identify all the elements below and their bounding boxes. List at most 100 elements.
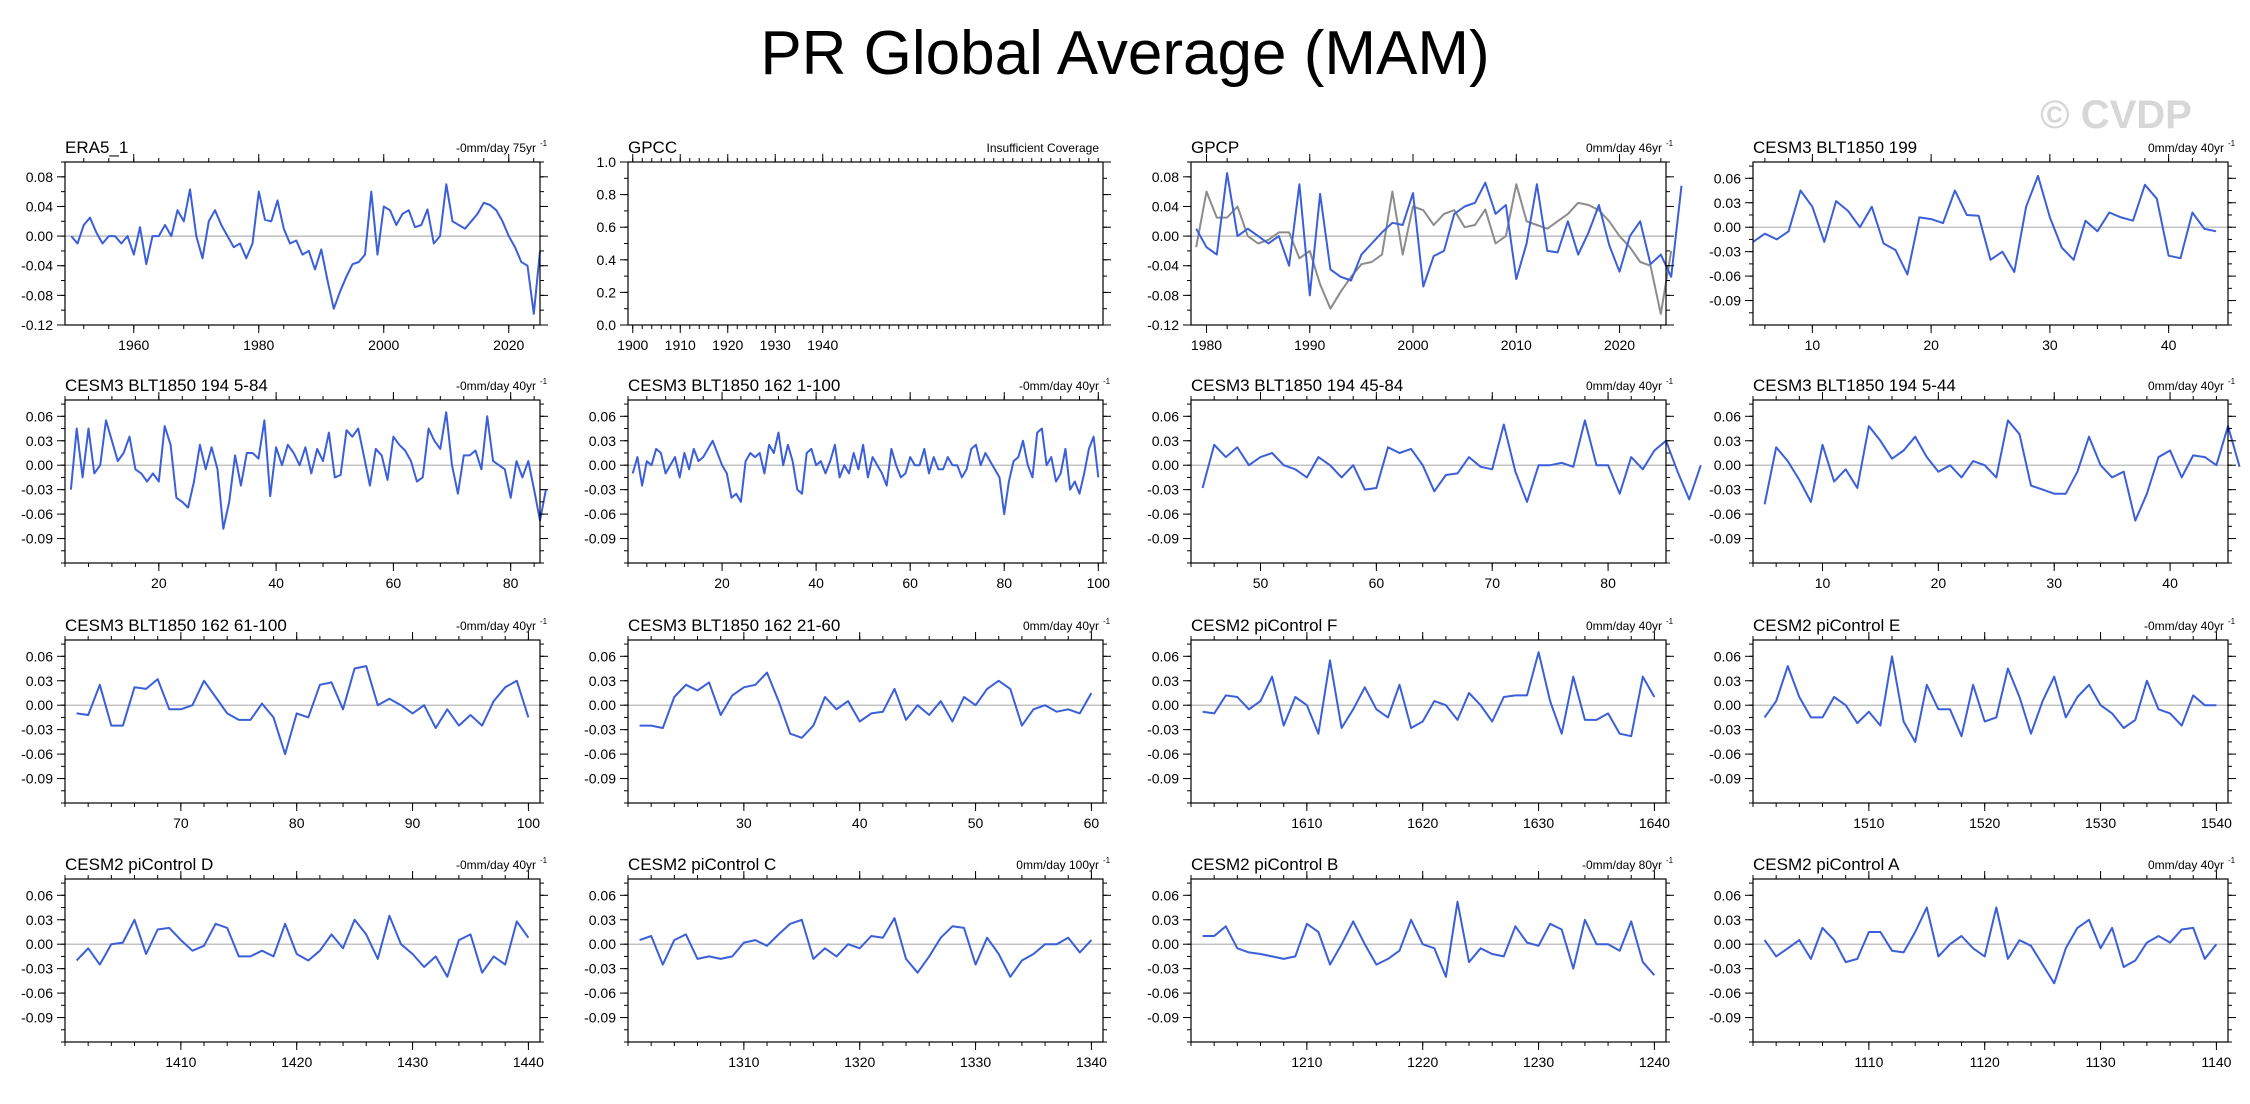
- plot-frame: [64, 639, 541, 804]
- plot-frame: [1190, 878, 1667, 1043]
- panel-5: CESM3 BLT1850 162 1-100 -0mm/day 40yr -1 -0…: [584, 376, 1111, 591]
- plot-frame: [64, 161, 541, 326]
- plot-frame: [1752, 399, 2229, 564]
- y-tick-label: -0.04: [21, 258, 53, 274]
- panel-1: GPCC Insufficient Coverage 0.0 0.2 0.4 0.6 0.8…: [597, 138, 1111, 353]
- y-tick-label: 0.06: [1714, 648, 1741, 664]
- y-tick-label: -0.03: [1709, 961, 1741, 977]
- trend-label: -0mm/day 40yr: [2144, 619, 2224, 633]
- plot-frame: [627, 639, 1104, 804]
- x-tick-label: 2000: [1397, 337, 1428, 353]
- x-tick-label: 1130: [2086, 1054, 2116, 1070]
- y-tick-label: -0.06: [1709, 268, 1741, 284]
- x-tick-label: 1110: [1854, 1054, 1883, 1070]
- x-tick-label: 1930: [760, 337, 791, 353]
- y-tick-label: -0.09: [1709, 771, 1741, 787]
- series-line: [1752, 174, 2217, 276]
- y-tick-label: 0.04: [1152, 198, 1179, 214]
- x-tick-label: 1220: [1407, 1054, 1438, 1070]
- y-tick-label: 0.06: [26, 887, 53, 903]
- y-tick-label: 0.06: [1714, 408, 1741, 424]
- x-tick-label: 80: [1600, 575, 1616, 591]
- panel-title: CESM2 piControl A: [1753, 855, 1900, 874]
- plot-frame: [1190, 161, 1667, 326]
- trend-label: -0mm/day 40yr: [456, 858, 536, 872]
- x-tick-label: 2020: [1604, 337, 1635, 353]
- y-tick-label: -0.09: [1709, 293, 1741, 309]
- x-tick-label: 1240: [1639, 1054, 1670, 1070]
- panel-title: GPCC: [628, 138, 677, 157]
- panel-10: CESM2 piControl F 0mm/day 40yr -1 -0.09 -0.0…: [1147, 616, 1674, 831]
- y-tick-label: -0.09: [21, 531, 53, 547]
- x-tick-label: 20: [1923, 337, 1939, 353]
- y-tick-label: 0.04: [26, 198, 53, 214]
- trend-exponent: -1: [1666, 139, 1674, 148]
- panel-title: CESM2 piControl D: [65, 855, 213, 874]
- x-tick-label: 1210: [1291, 1054, 1322, 1070]
- series-line: [69, 411, 547, 530]
- plot-frame: [64, 878, 541, 1043]
- trend-exponent: -1: [2228, 139, 2236, 148]
- x-tick-label: 80: [503, 575, 519, 591]
- x-tick-label: 70: [173, 815, 189, 831]
- y-tick-label: -0.06: [1147, 985, 1179, 1001]
- panel-grid: ERA5_1 -0mm/day 75yr -1-0.12-0.08-0.040.00…: [21, 138, 2241, 1070]
- series-line: [1202, 900, 1656, 978]
- x-tick-label: 2020: [493, 337, 524, 353]
- panel-title: CESM3 BLT1850 162 61-100: [65, 616, 287, 635]
- series-line: [76, 665, 530, 756]
- series-line: [1763, 655, 2217, 743]
- y-tick-label: -0.06: [1147, 506, 1179, 522]
- y-tick-label: 0.03: [1152, 433, 1179, 449]
- panel-3: CESM3 BLT1850 199 0mm/day 40yr -1 -0.09 -0.0…: [1709, 138, 2236, 353]
- x-tick-label: 50: [1253, 575, 1269, 591]
- y-tick-label: -0.04: [1147, 258, 1179, 274]
- series-line: [1195, 183, 1673, 315]
- panel-title: CESM3 BLT1850 194 5-84: [65, 376, 268, 395]
- y-tick-label: 0.06: [26, 408, 53, 424]
- x-tick-label: 1530: [2085, 815, 2116, 831]
- plot-frame: [1190, 639, 1667, 804]
- y-tick-label: 0.06: [589, 648, 616, 664]
- x-tick-label: 70: [1484, 575, 1500, 591]
- trend-exponent: -1: [1103, 856, 1111, 865]
- trend-label: 0mm/day 40yr: [2148, 379, 2224, 393]
- plot-frame: [1752, 878, 2229, 1043]
- y-tick-label: -0.03: [21, 482, 53, 498]
- y-tick-label: 0.06: [1152, 887, 1179, 903]
- y-tick-label: -0.03: [1709, 722, 1741, 738]
- y-tick-label: -0.09: [21, 771, 53, 787]
- figure-title: PR Global Average (MAM): [760, 19, 1489, 88]
- y-tick-label: -0.06: [21, 746, 53, 762]
- x-tick-label: 2010: [1501, 337, 1532, 353]
- x-tick-label: 1410: [165, 1054, 196, 1070]
- y-tick-label: -0.09: [21, 1010, 53, 1026]
- y-tick-label: -0.03: [584, 722, 616, 738]
- x-tick-label: 1310: [728, 1054, 759, 1070]
- y-tick-label: 0.03: [1714, 433, 1741, 449]
- x-tick-label: 1540: [2201, 815, 2232, 831]
- y-tick-label: 0.00: [1152, 228, 1179, 244]
- y-tick-label: -0.03: [1147, 722, 1179, 738]
- x-tick-label: 40: [2162, 575, 2178, 591]
- x-tick-label: 1960: [118, 337, 149, 353]
- x-tick-label: 50: [968, 815, 984, 831]
- trend-exponent: -1: [540, 139, 548, 148]
- trend-label: 0mm/day 40yr: [2148, 858, 2224, 872]
- x-tick-label: 1330: [960, 1054, 991, 1070]
- y-tick-label: -0.06: [584, 506, 616, 522]
- x-tick-label: 60: [902, 575, 918, 591]
- y-tick-label: -0.09: [1709, 1010, 1741, 1026]
- x-tick-label: 1510: [1853, 815, 1884, 831]
- y-tick-label: 0.03: [1152, 673, 1179, 689]
- y-tick-label: 0.00: [1152, 697, 1179, 713]
- x-tick-label: 1320: [844, 1054, 875, 1070]
- y-tick-label: 0.8: [597, 187, 617, 203]
- x-tick-label: 1630: [1523, 815, 1554, 831]
- y-tick-label: -0.06: [1709, 746, 1741, 762]
- trend-label: 0mm/day 40yr: [1023, 619, 1099, 633]
- y-tick-label: 0.06: [1714, 887, 1741, 903]
- panel-title: CESM3 BLT1850 162 1-100: [628, 376, 840, 395]
- y-tick-label: -0.09: [1147, 771, 1179, 787]
- y-tick-label: 0.6: [597, 219, 617, 235]
